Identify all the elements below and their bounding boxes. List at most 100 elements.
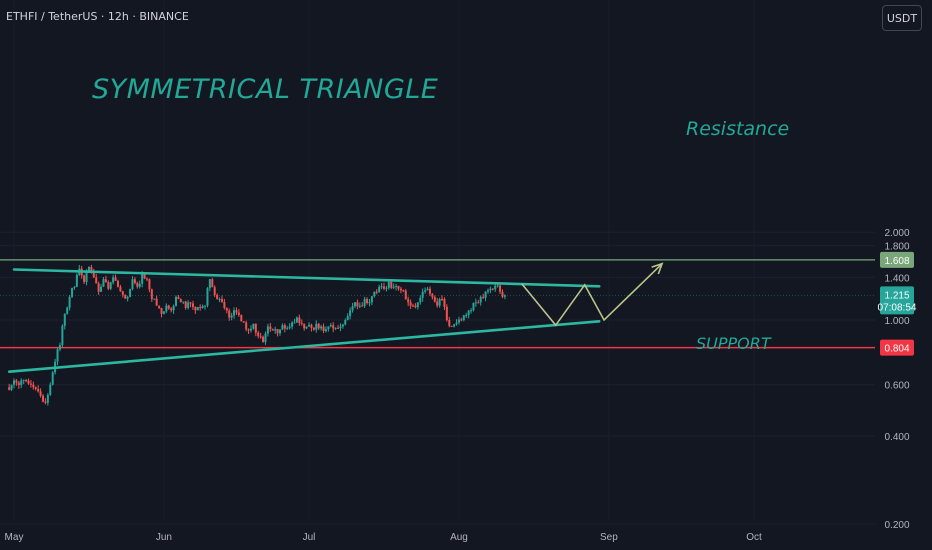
- candle-body: [8, 387, 11, 390]
- candle-body: [20, 380, 23, 386]
- candle-body: [399, 288, 402, 291]
- candle-body: [341, 324, 344, 327]
- candle-body: [235, 310, 238, 313]
- candle-body: [167, 305, 170, 309]
- candle-body: [300, 323, 303, 325]
- candle-body: [283, 325, 286, 329]
- candle-body: [109, 282, 112, 289]
- candle-body: [204, 305, 207, 307]
- candle-body: [194, 307, 197, 311]
- candle-body: [218, 299, 221, 301]
- candle-body: [421, 291, 424, 298]
- candle-body: [269, 326, 272, 330]
- candle-body: [266, 326, 269, 334]
- candle-body: [56, 349, 59, 362]
- candle-body: [51, 372, 54, 385]
- symbol-title: ETHFI / TetherUS · 12h · BINANCE: [6, 10, 189, 23]
- candle-body: [436, 301, 439, 306]
- candle-body: [121, 291, 124, 295]
- candle-body: [184, 301, 187, 308]
- candle-body: [305, 326, 308, 329]
- candle-body: [482, 296, 485, 298]
- candle-body: [17, 382, 20, 386]
- candle-body: [83, 275, 86, 282]
- candle-body: [208, 279, 211, 289]
- candle-body: [29, 383, 32, 385]
- candle-body: [75, 274, 78, 287]
- projection-path[interactable]: [521, 263, 663, 327]
- candle-body: [431, 293, 434, 297]
- candle-body: [230, 315, 233, 318]
- support-label: SUPPORT: [696, 334, 772, 353]
- candle-body: [315, 323, 318, 330]
- candle-body: [484, 291, 487, 298]
- candle-body: [259, 336, 262, 338]
- candle-body: [100, 286, 103, 292]
- candle-body: [92, 272, 95, 278]
- candle-body: [225, 307, 228, 311]
- candle-body: [334, 327, 337, 329]
- candle-body: [295, 317, 298, 323]
- candle-body: [249, 328, 252, 331]
- trendline-lower[interactable]: [7, 319, 601, 373]
- candle-body: [201, 306, 204, 308]
- candle-body: [95, 277, 98, 284]
- candle-body: [143, 272, 146, 279]
- candle-body: [496, 285, 499, 287]
- candle-body: [138, 283, 141, 287]
- x-tick-label: Aug: [450, 532, 468, 543]
- candle-body: [112, 277, 115, 283]
- candle-body: [131, 279, 134, 290]
- candle-body: [353, 302, 356, 307]
- candle-body: [242, 321, 245, 323]
- candle-body: [37, 388, 40, 392]
- candle-body: [457, 319, 460, 323]
- candle-body: [337, 327, 340, 329]
- x-tick-label: Jun: [156, 532, 172, 543]
- candle-body: [404, 290, 407, 300]
- candle-body: [441, 299, 444, 301]
- y-tick-label: 0.200: [884, 520, 909, 531]
- trendline-upper[interactable]: [12, 268, 601, 288]
- candle-body: [107, 281, 110, 289]
- candle-body: [361, 305, 364, 307]
- candle-body: [158, 305, 161, 309]
- candle-body: [175, 296, 178, 306]
- candle-body: [385, 287, 388, 289]
- candle-body: [397, 286, 400, 289]
- candle-body: [455, 322, 458, 325]
- price-tag-support: [880, 339, 914, 356]
- candle-body: [162, 311, 165, 314]
- candle-body: [257, 332, 260, 337]
- candle-body: [387, 281, 390, 288]
- price-tag-current: [880, 286, 914, 315]
- candle-body: [104, 279, 107, 282]
- candle-body: [462, 315, 465, 320]
- candle-body: [310, 324, 313, 328]
- candle-body: [382, 286, 385, 289]
- candle-body: [213, 287, 216, 295]
- candle-body: [32, 384, 35, 388]
- candle-body: [332, 325, 335, 329]
- candle-body: [346, 316, 349, 320]
- candle-body: [501, 291, 504, 297]
- candle-body: [402, 290, 405, 292]
- candle-body: [409, 302, 412, 306]
- currency-button[interactable]: USDT: [882, 5, 922, 31]
- candle-body: [240, 315, 243, 322]
- candle-body: [274, 329, 277, 331]
- candle-body: [279, 329, 282, 334]
- candle-body: [145, 278, 148, 280]
- candle-body: [395, 286, 398, 288]
- candle-body: [281, 325, 284, 330]
- candle-body: [97, 283, 100, 292]
- candle-body: [160, 308, 163, 314]
- candle-body: [199, 307, 202, 309]
- x-tick-label: Jul: [303, 532, 316, 543]
- candle-body: [491, 288, 494, 290]
- candle-body: [324, 329, 327, 332]
- price-tag-label: 1.608: [884, 256, 909, 267]
- candle-body: [412, 305, 415, 307]
- candle-body: [211, 279, 214, 288]
